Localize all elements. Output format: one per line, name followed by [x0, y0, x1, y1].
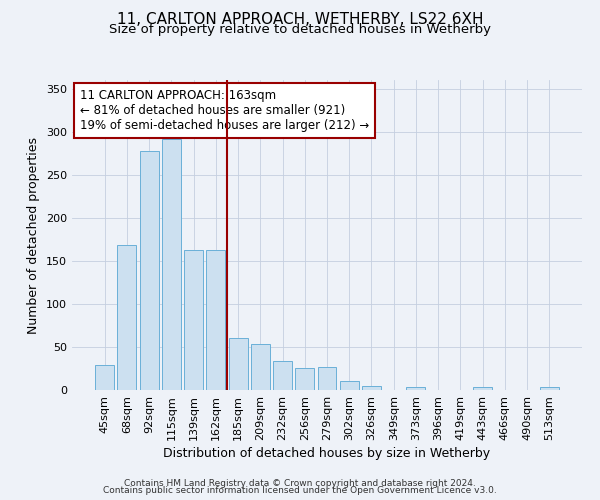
- Bar: [473, 386, 492, 390]
- Bar: [406, 386, 425, 390]
- Bar: [229, 338, 248, 390]
- X-axis label: Distribution of detached houses by size in Wetherby: Distribution of detached houses by size …: [163, 447, 491, 460]
- Bar: [317, 367, 337, 390]
- Bar: [362, 386, 381, 390]
- Bar: [206, 250, 225, 390]
- Bar: [118, 246, 136, 390]
- Text: Contains public sector information licensed under the Open Government Licence v3: Contains public sector information licen…: [103, 486, 497, 495]
- Bar: [251, 344, 270, 390]
- Bar: [140, 152, 158, 390]
- Text: Contains HM Land Registry data © Crown copyright and database right 2024.: Contains HM Land Registry data © Crown c…: [124, 478, 476, 488]
- Bar: [540, 386, 559, 390]
- Bar: [95, 365, 114, 390]
- Bar: [295, 368, 314, 390]
- Bar: [273, 360, 292, 390]
- Text: 11, CARLTON APPROACH, WETHERBY, LS22 6XH: 11, CARLTON APPROACH, WETHERBY, LS22 6XH: [117, 12, 483, 28]
- Bar: [162, 140, 181, 390]
- Bar: [340, 380, 359, 390]
- Text: Size of property relative to detached houses in Wetherby: Size of property relative to detached ho…: [109, 22, 491, 36]
- Y-axis label: Number of detached properties: Number of detached properties: [28, 136, 40, 334]
- Text: 11 CARLTON APPROACH: 163sqm
← 81% of detached houses are smaller (921)
19% of se: 11 CARLTON APPROACH: 163sqm ← 81% of det…: [80, 90, 369, 132]
- Bar: [184, 250, 203, 390]
